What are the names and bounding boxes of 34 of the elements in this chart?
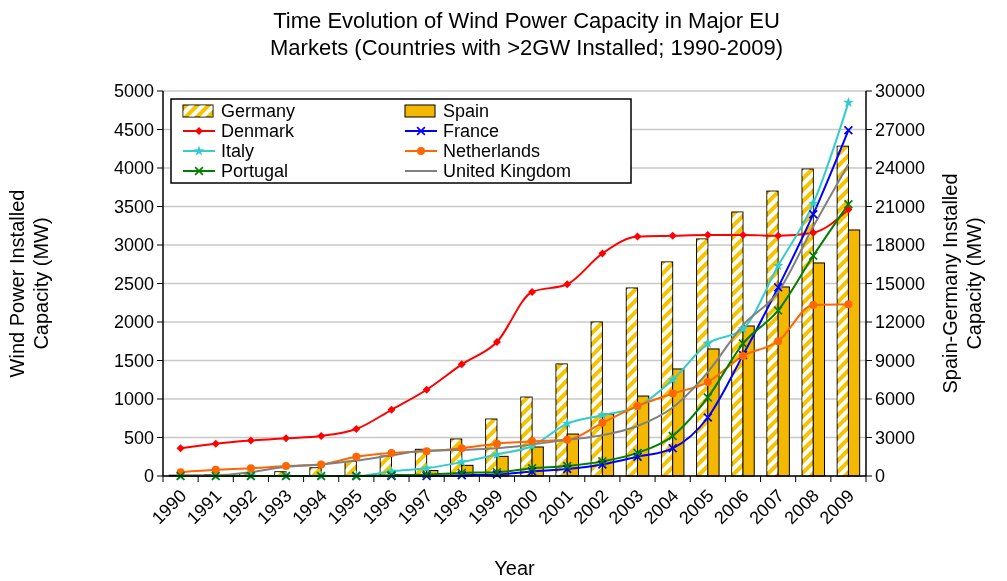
y2-tick-label: 24000 bbox=[875, 158, 926, 179]
y-tick-label: 500 bbox=[123, 427, 154, 448]
legend-label: France bbox=[443, 121, 500, 142]
legend-label: Germany bbox=[221, 101, 296, 122]
legend-label: Portugal bbox=[221, 161, 289, 182]
y2-tick-label: 30000 bbox=[875, 81, 926, 102]
legend-label: Italy bbox=[221, 141, 255, 162]
legend-label: United Kingdom bbox=[443, 161, 572, 182]
y2-tick-label: 0 bbox=[875, 466, 886, 487]
y-tick-label: 2000 bbox=[113, 312, 154, 333]
y2-tick-label: 6000 bbox=[875, 389, 916, 410]
y-tick-label: 2500 bbox=[113, 273, 154, 294]
y2-tick-label: 15000 bbox=[875, 273, 926, 294]
y-tick-label: 0 bbox=[143, 466, 154, 487]
y-tick-label: 3500 bbox=[113, 196, 154, 217]
x-axis-title: Year bbox=[494, 557, 536, 579]
y-tick-label: 4500 bbox=[113, 119, 154, 140]
y2-tick-label: 12000 bbox=[875, 312, 926, 333]
y-tick-label: 1500 bbox=[113, 350, 154, 371]
y-axis-title: Wind Power Installed Capacity (MW) bbox=[6, 189, 52, 378]
y2-axis-title: Spain-Germany Installed Capacity (MW) bbox=[939, 173, 985, 394]
legend-label: Spain bbox=[443, 101, 490, 122]
y2-tick-label: 3000 bbox=[875, 427, 916, 448]
legend-label: Denmark bbox=[221, 121, 296, 142]
y-tick-label: 4000 bbox=[113, 158, 154, 179]
y-tick-label: 1000 bbox=[113, 389, 154, 410]
y2-tick-label: 18000 bbox=[875, 235, 926, 256]
y2-tick-label: 21000 bbox=[875, 196, 926, 217]
y-tick-label: 5000 bbox=[113, 81, 154, 102]
chart-title: Time Evolution of Wind Power Capacity in Major EU Markets (Countries with >2GW Installed; 1990-2009) bbox=[270, 8, 783, 60]
legend-label: Netherlands bbox=[443, 141, 541, 162]
y2-tick-label: 9000 bbox=[875, 350, 916, 371]
y-tick-label: 3000 bbox=[113, 235, 154, 256]
y2-tick-label: 27000 bbox=[875, 119, 926, 140]
